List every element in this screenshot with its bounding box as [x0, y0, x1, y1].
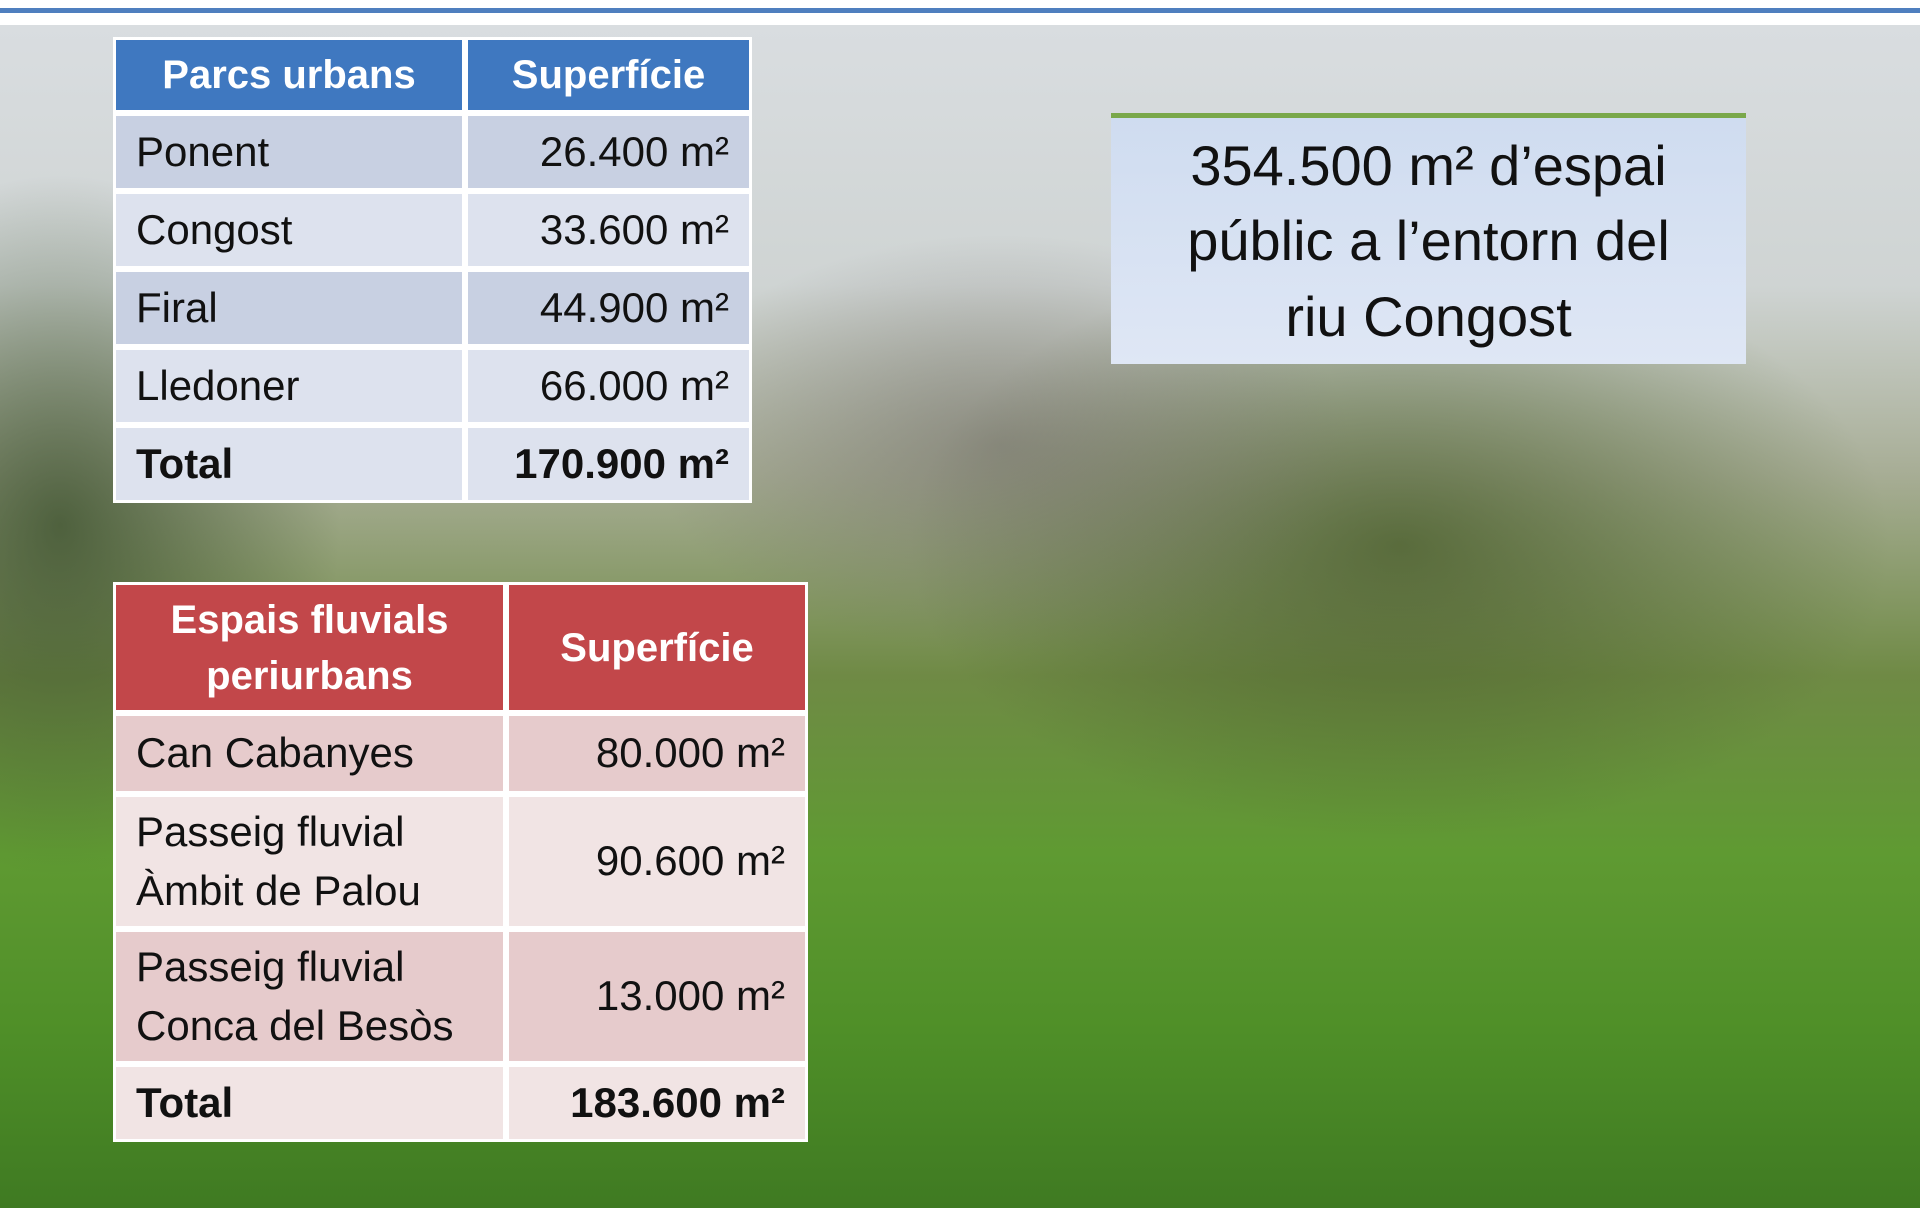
cell-text: 33.600 m² — [540, 201, 729, 260]
callout-line: 354.500 m² d’espai — [1190, 128, 1666, 204]
cell-text: 13.000 m² — [596, 967, 785, 1026]
cell-text: Lledoner — [136, 357, 442, 416]
table-cell: Congost — [113, 191, 465, 269]
table-cell: 90.600 m² — [506, 794, 808, 929]
cell-text: Total — [136, 1074, 483, 1133]
cell-text: Àmbit de Palou — [136, 862, 483, 921]
cell-text: 44.900 m² — [540, 279, 729, 338]
slide: 354.500 m² d’espai públic a l’entorn del… — [0, 0, 1920, 1211]
table-cell: Total — [113, 1064, 506, 1142]
table-cell: 66.000 m² — [465, 347, 752, 425]
cell-text: Can Cabanyes — [136, 724, 483, 783]
cell-text: Congost — [136, 201, 442, 260]
table-cell: Can Cabanyes — [113, 713, 506, 794]
table-cell: Lledoner — [113, 347, 465, 425]
cell-text: Passeig fluvial — [136, 938, 483, 997]
header-cell: Superfície — [465, 37, 752, 113]
table-cell: 33.600 m² — [465, 191, 752, 269]
header-cell: Superfície — [506, 582, 808, 713]
cell-text: 170.900 m² — [514, 435, 729, 494]
table-cell: Total — [113, 425, 465, 503]
table-cell: Ponent — [113, 113, 465, 191]
table-cell: 13.000 m² — [506, 929, 808, 1064]
table-cell: 183.600 m² — [506, 1064, 808, 1142]
table-cell: 44.900 m² — [465, 269, 752, 347]
callout-box: 354.500 m² d’espai públic a l’entorn del… — [1111, 113, 1746, 364]
callout-line: públic a l’entorn del — [1187, 203, 1670, 279]
cell-text: Passeig fluvial — [136, 803, 483, 862]
header-cell: Parcs urbans — [113, 37, 465, 113]
table-cell: Firal — [113, 269, 465, 347]
callout-line: riu Congost — [1285, 279, 1571, 355]
table-cell: 80.000 m² — [506, 713, 808, 794]
cell-text: Conca del Besòs — [136, 997, 483, 1056]
cell-text: 26.400 m² — [540, 123, 729, 182]
cell-text: Ponent — [136, 123, 442, 182]
cell-text: Firal — [136, 279, 442, 338]
cell-text: 90.600 m² — [596, 832, 785, 891]
cell-text: Total — [136, 435, 442, 494]
header-cell: Espais fluvials periurbans — [113, 582, 506, 713]
top-rule — [0, 8, 1920, 13]
table-cell: 26.400 m² — [465, 113, 752, 191]
cell-text: 80.000 m² — [596, 724, 785, 783]
cell-text: 66.000 m² — [540, 357, 729, 416]
table-cell: 170.900 m² — [465, 425, 752, 503]
cell-text: 183.600 m² — [570, 1074, 785, 1133]
